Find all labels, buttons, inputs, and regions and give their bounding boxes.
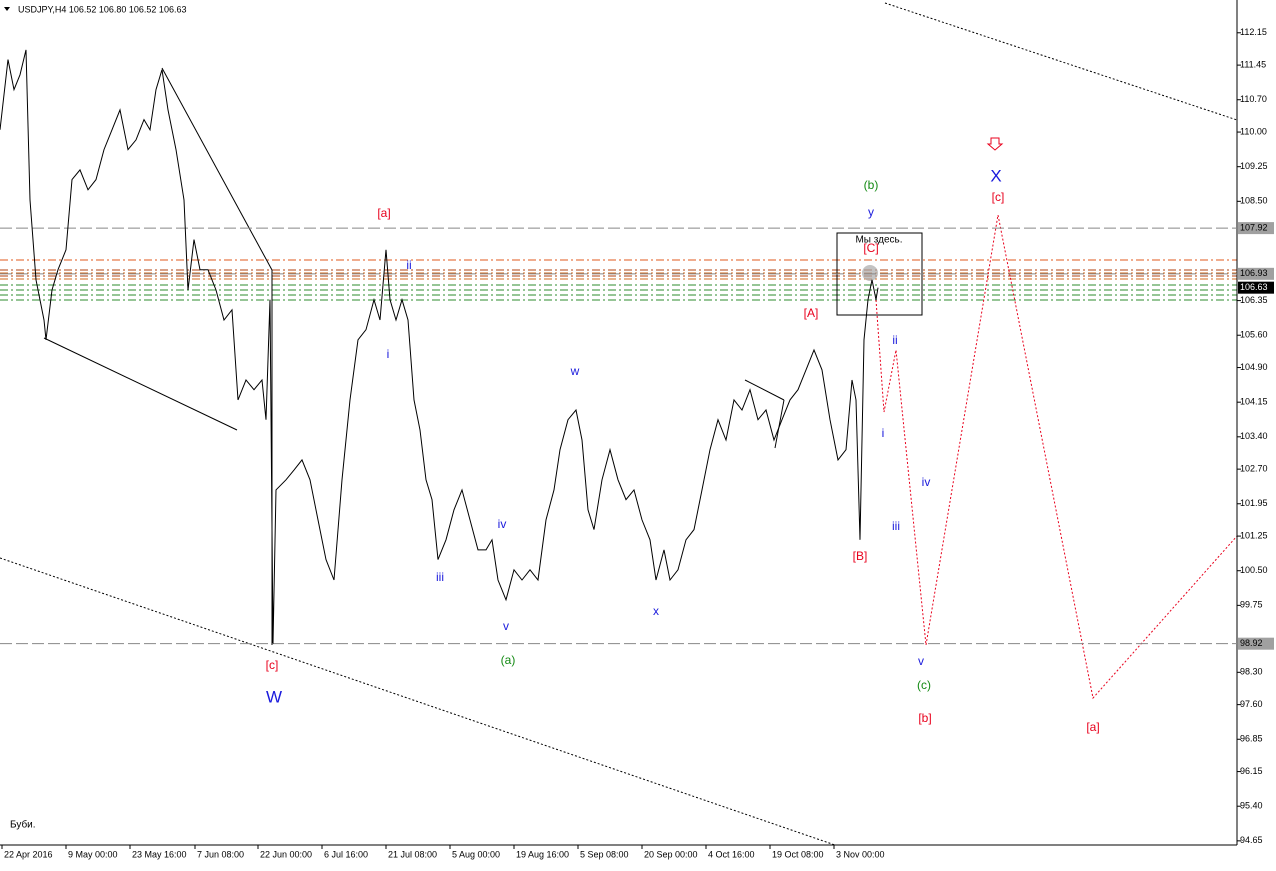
wave-label: iii — [892, 519, 900, 533]
bid-label: 106.63 — [1240, 282, 1268, 292]
x-tick-label: 19 Oct 08:00 — [772, 849, 824, 859]
y-tick-label: 101.25 — [1240, 530, 1268, 540]
y-tick-label: 96.15 — [1240, 766, 1263, 776]
y-tick-label: 96.85 — [1240, 734, 1263, 744]
wave-label: [b] — [918, 711, 931, 725]
price-level-label: 98.92 — [1240, 638, 1263, 648]
x-tick-label: 6 Jul 16:00 — [324, 849, 368, 859]
chart-title: USDJPY,H4 106.52 106.80 106.52 106.63 — [18, 4, 186, 14]
y-tick-label: 110.70 — [1240, 94, 1267, 104]
wave-label: X — [990, 166, 1001, 185]
y-tick-label: 95.40 — [1240, 801, 1263, 811]
y-tick-label: 106.35 — [1240, 295, 1268, 305]
y-tick-label: 105.60 — [1240, 330, 1268, 340]
x-tick-label: 3 Nov 00:00 — [836, 849, 885, 859]
y-tick-label: 100.50 — [1240, 565, 1268, 575]
wave-label: [c] — [992, 190, 1005, 204]
y-tick-label: 104.90 — [1240, 362, 1268, 372]
wave-label: [c] — [266, 658, 279, 672]
fib-levels — [0, 259, 1237, 301]
note: Буби. — [10, 819, 36, 831]
wave-label: [A] — [804, 306, 819, 320]
price-level-box — [1238, 222, 1274, 235]
wave-label: i — [387, 347, 390, 361]
y-tick-label: 104.15 — [1240, 397, 1268, 407]
x-tick-label: 5 Aug 00:00 — [452, 849, 500, 859]
y-tick-label: 97.60 — [1240, 699, 1263, 709]
y-tick-label: 99.75 — [1240, 600, 1263, 610]
wave-label: v — [918, 654, 924, 668]
y-tick-label: 110.00 — [1240, 126, 1267, 136]
wave-label: ii — [406, 258, 411, 272]
wave-label: v — [503, 619, 509, 633]
x-tick-label: 21 Jul 08:00 — [388, 849, 437, 859]
bid-box — [1238, 281, 1274, 294]
y-tick-label: 98.30 — [1240, 667, 1263, 677]
title-icon — [4, 7, 10, 11]
y-tick-label: 101.95 — [1240, 498, 1268, 508]
wave-label: W — [266, 687, 282, 706]
price-level-label: 107.92 — [1240, 222, 1268, 232]
price-level-label: 106.93 — [1240, 268, 1268, 278]
wave-label: [B] — [853, 549, 868, 563]
wave-label: iv — [922, 475, 931, 489]
wave-label: iii — [436, 570, 444, 584]
x-tick-label: 7 Jun 08:00 — [197, 849, 244, 859]
forecast-path — [875, 214, 1238, 700]
y-tick-label: 111.45 — [1240, 59, 1266, 69]
box-label: Мы здесь. — [855, 235, 902, 246]
x-tick-label: 22 Jun 00:00 — [260, 849, 312, 859]
price-level-box — [1238, 637, 1274, 650]
x-tick-label: 23 May 16:00 — [132, 849, 187, 859]
x-tick-label: 20 Sep 00:00 — [644, 849, 698, 859]
wave-label: (c) — [917, 678, 931, 692]
y-tick-label: 102.70 — [1240, 464, 1268, 474]
wave-label: [a] — [1086, 720, 1099, 734]
wave-label: (b) — [864, 178, 879, 192]
wave-label: [C] — [863, 241, 878, 255]
x-tick-label: 4 Oct 16:00 — [708, 849, 755, 859]
price-line — [0, 49, 879, 644]
arrow-icon — [986, 137, 1004, 151]
y-tick-label: 109.25 — [1240, 161, 1268, 171]
y-tick-label: 108.50 — [1240, 196, 1268, 206]
y-tick-label: 112.15 — [1240, 27, 1267, 37]
x-tick-label: 9 May 00:00 — [68, 849, 118, 859]
wave-label: y — [868, 205, 874, 219]
wave-label: i — [882, 426, 885, 440]
y-tick-label: 103.40 — [1240, 431, 1268, 441]
wave-label: iv — [498, 517, 507, 531]
wave-label: [a] — [377, 206, 390, 220]
wave-label: (a) — [501, 653, 516, 667]
wave-label: w — [570, 364, 580, 378]
price-level-box — [1238, 267, 1274, 280]
trendlines — [0, 2, 1238, 846]
x-tick-label: 22 Apr 2016 — [4, 849, 53, 859]
x-tick-label: 19 Aug 16:00 — [516, 849, 569, 859]
x-tick-label: 5 Sep 08:00 — [580, 849, 629, 859]
wave-label: ii — [892, 333, 897, 347]
y-tick-label: 94.65 — [1240, 835, 1263, 845]
marker — [862, 265, 878, 281]
wave-label: x — [653, 604, 659, 618]
